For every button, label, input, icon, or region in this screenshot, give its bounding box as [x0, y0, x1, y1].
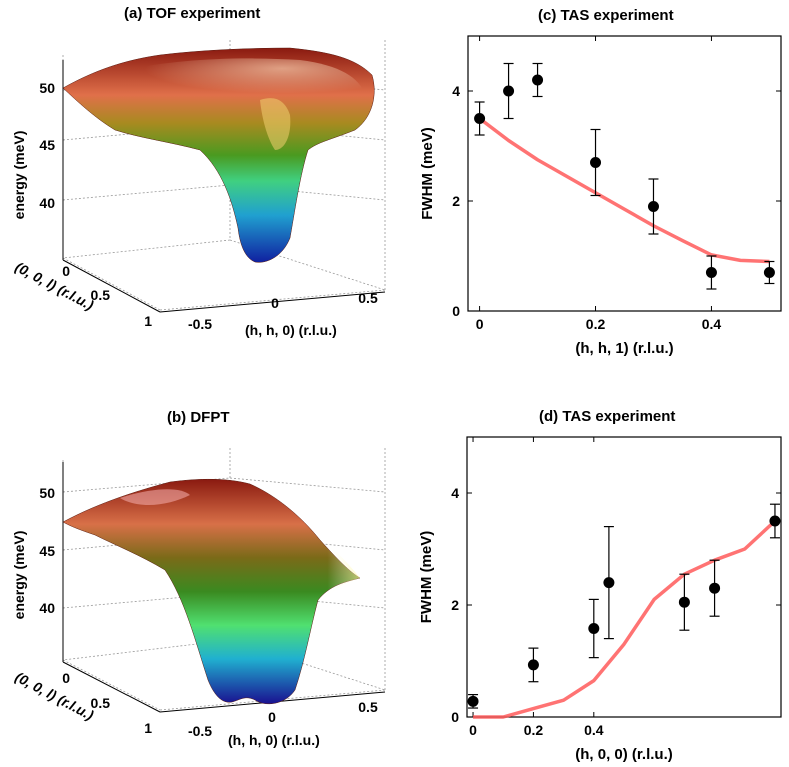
y-tick: 0.5: [91, 695, 111, 711]
y-tick-label: 0: [451, 709, 459, 725]
panel-a-surface: 50 45 40 0 0.5 1 -0.5 0 0.5 energy (meV)…: [11, 40, 386, 338]
x-tick-label: 0: [469, 722, 477, 738]
model-line: [478, 117, 770, 264]
y-tick: 1: [144, 720, 152, 736]
z-tick: 50: [39, 80, 55, 96]
z-tick: 45: [39, 137, 55, 153]
panel-b-title: (b) DFPT: [167, 409, 230, 426]
y-tick-label: 4: [452, 83, 460, 99]
x-tick-label: 0.4: [702, 316, 722, 332]
x-tick-label: 0.4: [584, 722, 604, 738]
data-point: [527, 659, 539, 671]
x-tick-label: 0.2: [524, 722, 544, 738]
x-tick: 0: [271, 295, 279, 311]
y-tick: 1: [144, 313, 152, 329]
data-point: [647, 201, 659, 212]
z-axis-label: energy (meV): [11, 531, 27, 620]
data-point: [769, 515, 781, 527]
data-point: [590, 157, 602, 168]
data-point: [588, 623, 600, 635]
x-tick: 0.5: [358, 290, 378, 306]
chart-c-title: (c) TAS experiment: [538, 7, 674, 24]
panel-b-surface: 50 45 40 0 0.5 1 -0.5 0 0.5 energy (meV)…: [11, 448, 386, 748]
x-axis-label: (h, 0, 0) (r.l.u.): [575, 746, 673, 763]
z-tick: 50: [39, 485, 55, 501]
z-axis-label: energy (meV): [11, 131, 27, 220]
y-tick-label: 4: [451, 485, 459, 501]
x-axis-label: (h, h, 1) (r.l.u.): [575, 340, 673, 357]
z-tick: 45: [39, 543, 55, 559]
y-tick-label: 2: [451, 597, 459, 613]
z-tick: 40: [39, 195, 55, 211]
data-point: [709, 582, 721, 594]
y-tick-label: 0: [452, 303, 460, 319]
z-tick: 40: [39, 600, 55, 616]
chart-c: 0 0.2 0.4 0 2 4 (h, h, 1) (r.l.u.) FWHM (meV): [419, 35, 782, 357]
x-axis-label: (h, h, 0) (r.l.u.): [228, 732, 320, 748]
x-axis-label: (h, h, 0) (r.l.u.): [245, 322, 337, 338]
x-tick-label: 0: [476, 316, 484, 332]
data-point: [678, 596, 690, 608]
data-point: [503, 85, 515, 97]
model-line: [473, 519, 777, 719]
chart-d-title: (d) TAS experiment: [539, 408, 676, 425]
data-point: [467, 695, 479, 707]
data-point: [763, 267, 775, 278]
x-tick: 0: [268, 709, 276, 725]
plot-frame: [466, 436, 782, 718]
y-axis-label: FWHM (meV): [418, 531, 435, 624]
x-tick: -0.5: [188, 316, 212, 332]
y-tick-label: 2: [452, 193, 460, 209]
y-tick: 0: [62, 670, 70, 686]
data-point: [474, 113, 486, 124]
data-point: [705, 267, 717, 278]
plot-frame: [467, 35, 782, 312]
y-tick: 0.5: [91, 287, 111, 303]
y-axis-label: FWHM (meV): [419, 127, 436, 220]
panel-a-title: (a) TOF experiment: [124, 5, 261, 22]
y-tick: 0: [62, 263, 70, 279]
data-point: [532, 74, 544, 86]
x-tick: -0.5: [188, 723, 212, 739]
x-tick-label: 0.2: [586, 316, 606, 332]
data-point: [603, 577, 615, 589]
x-tick: 0.5: [358, 699, 378, 715]
